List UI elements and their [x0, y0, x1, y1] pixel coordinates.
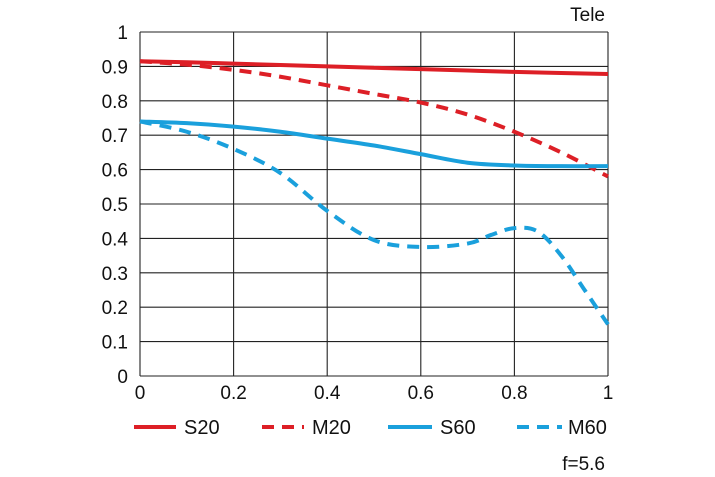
y-tick-label: 0.2 — [102, 298, 128, 319]
chart-title: Tele — [570, 5, 605, 26]
x-tick-label: 0 — [135, 383, 146, 404]
y-axis-ticks: 0 0.1 0.2 0.3 0.4 0.5 0.6 0.7 0.8 0.9 1 — [102, 23, 129, 388]
legend-label-s60: S60 — [440, 417, 476, 439]
series-line-m20 — [139, 59, 609, 179]
series-line-s60 — [139, 119, 609, 169]
grid — [139, 31, 609, 377]
series-line-s20 — [139, 59, 609, 76]
legend: S20 M20 S60 M60 — [134, 417, 607, 439]
x-tick-label: 1 — [603, 383, 614, 404]
legend-label-m20: M20 — [312, 417, 351, 439]
aperture-label: f=5.6 — [562, 454, 605, 475]
y-tick-label: 0.5 — [102, 195, 128, 216]
x-tick-label: 0.8 — [501, 383, 527, 404]
x-tick-label: 0.4 — [314, 383, 341, 404]
y-tick-label: 0 — [117, 367, 128, 388]
legend-label-m60: M60 — [568, 417, 607, 439]
y-tick-label: 0.1 — [102, 333, 128, 354]
y-tick-label: 1 — [117, 23, 128, 44]
series-lines — [139, 59, 610, 326]
y-tick-label: 0.8 — [102, 92, 128, 113]
y-tick-label: 0.4 — [102, 229, 129, 250]
y-tick-label: 0.7 — [102, 126, 128, 147]
y-tick-label: 0.6 — [102, 161, 128, 182]
y-tick-label: 0.9 — [102, 57, 128, 78]
legend-label-s20: S20 — [184, 417, 220, 439]
x-axis-ticks: 0 0.2 0.4 0.6 0.8 1 — [135, 383, 614, 404]
series-line-m60 — [139, 119, 610, 326]
y-tick-label: 0.3 — [102, 264, 128, 285]
x-tick-label: 0.6 — [408, 383, 434, 404]
x-tick-label: 0.2 — [220, 383, 246, 404]
